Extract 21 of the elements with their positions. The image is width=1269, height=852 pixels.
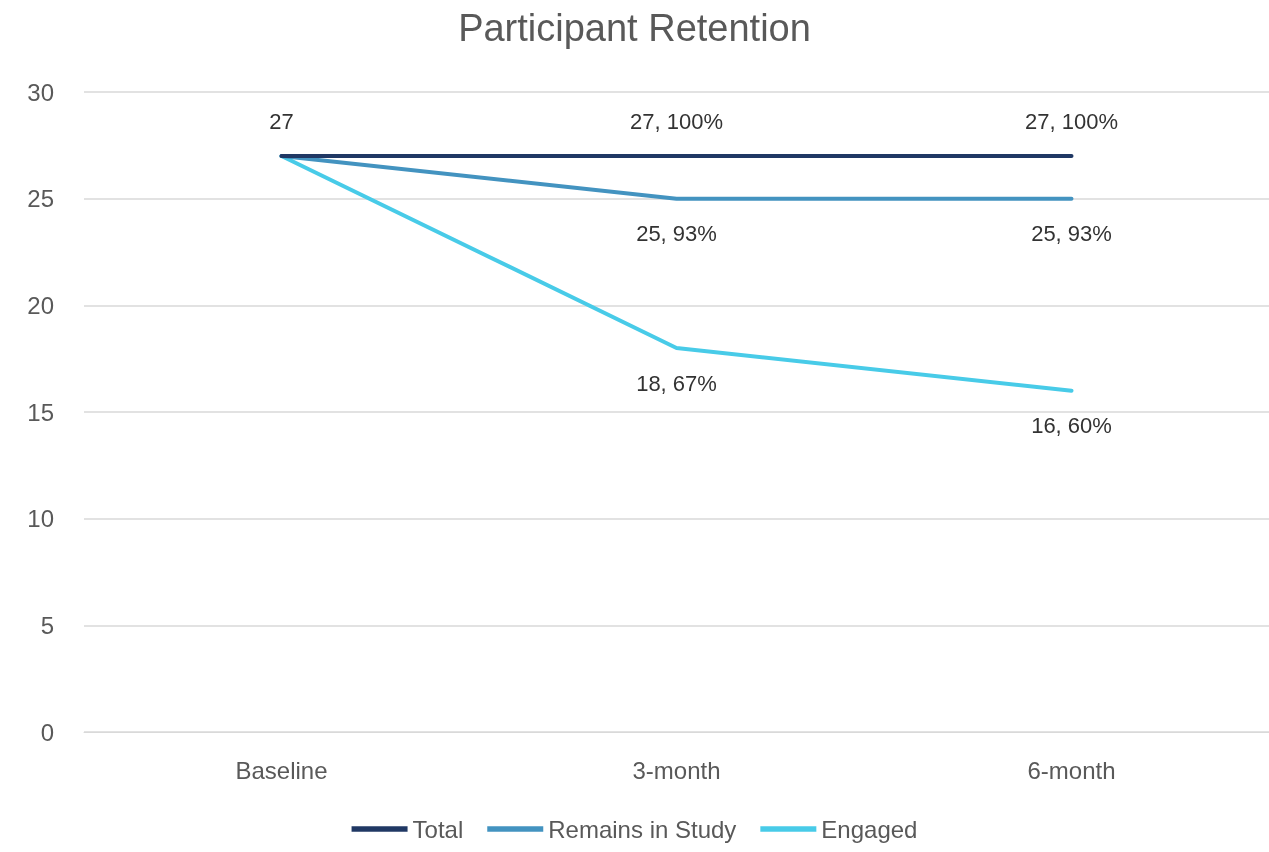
legend-label: Engaged — [821, 815, 918, 843]
chart-title: Participant Retention — [458, 7, 811, 49]
legend-label: Remains in Study — [548, 815, 737, 843]
data-label: 25, 93% — [636, 221, 717, 247]
y-tick-label: 0 — [40, 718, 54, 746]
y-tick-label: 5 — [40, 611, 54, 639]
legend-label: Total — [412, 815, 464, 843]
x-tick-label: 6-month — [1027, 756, 1116, 784]
y-tick-label: 20 — [27, 291, 54, 319]
data-label: 27, 100% — [1025, 108, 1118, 134]
data-label: 27 — [269, 108, 294, 134]
data-label: 18, 67% — [636, 370, 717, 396]
y-tick-label: 10 — [27, 505, 54, 533]
data-label: 16, 60% — [1031, 413, 1112, 439]
y-tick-label: 30 — [27, 78, 54, 106]
x-tick-label: 3-month — [632, 756, 721, 784]
data-label: 25, 93% — [1031, 221, 1112, 247]
y-tick-label: 15 — [27, 398, 54, 426]
data-label: 27, 100% — [630, 108, 723, 134]
y-tick-label: 25 — [27, 185, 54, 213]
x-tick-label: Baseline — [235, 756, 328, 784]
